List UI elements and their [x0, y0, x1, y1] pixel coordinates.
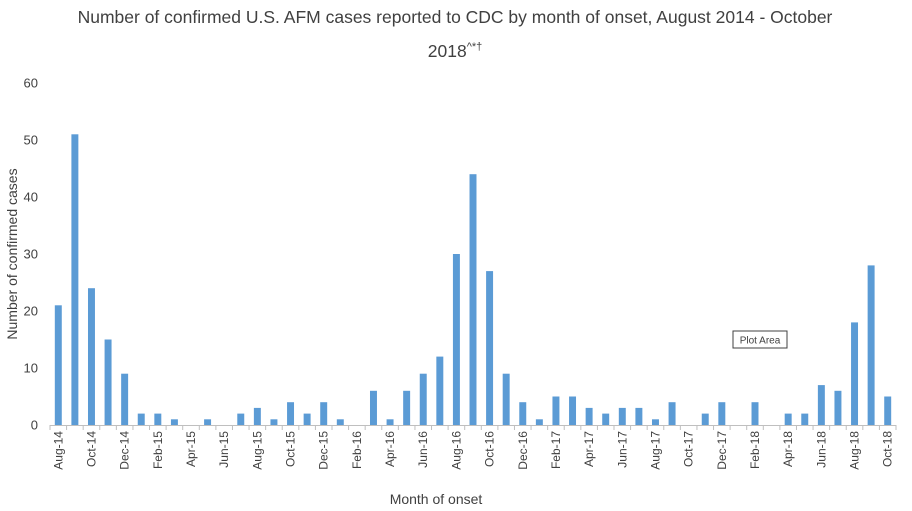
bar: [552, 396, 560, 425]
chart-title-footnote-marks: ^*†: [466, 41, 483, 53]
bar: [419, 373, 427, 425]
bar: [170, 419, 178, 425]
plot-area-tooltip: Plot Area: [732, 330, 788, 349]
x-tick-label: Aug-17: [648, 431, 662, 470]
y-tick-label: 0: [31, 418, 38, 433]
chart-title-line1: Number of confirmed U.S. AFM cases repor…: [77, 7, 833, 27]
x-tick-label: Aug-16: [449, 431, 463, 470]
bar: [270, 419, 278, 425]
bar: [502, 373, 510, 425]
y-tick-label: 30: [24, 247, 38, 262]
y-tick-label: 10: [24, 361, 38, 376]
bar: [834, 390, 842, 425]
x-tick-label: Feb-18: [748, 431, 762, 469]
x-tick-label: Oct-17: [682, 431, 696, 467]
y-axis-label: Number of confirmed cases: [4, 168, 20, 339]
x-tick-label: Dec-17: [715, 431, 729, 470]
bar: [535, 419, 543, 425]
x-tick-label: Dec-15: [317, 431, 331, 470]
x-tick-label: Jun-17: [615, 431, 629, 468]
bar: [204, 419, 212, 425]
bar: [121, 373, 129, 425]
bar: [469, 174, 477, 425]
bar: [751, 402, 759, 425]
y-tick-label: 50: [24, 133, 38, 148]
bar: [519, 402, 527, 425]
x-tick-label: Jun-16: [416, 431, 430, 468]
x-tick-label: Oct-14: [84, 431, 98, 467]
x-tick-label: Feb-15: [151, 431, 165, 469]
bar: [154, 413, 162, 425]
x-tick-label: Apr-16: [383, 431, 397, 467]
y-tick-label: 20: [24, 304, 38, 319]
bar: [71, 134, 79, 426]
bar: [618, 407, 626, 425]
x-tick-label: Jun-18: [814, 431, 828, 468]
bar: [784, 413, 792, 425]
x-tick-label: Apr-17: [582, 431, 596, 467]
bar: [452, 254, 460, 425]
x-tick-label: Jun-15: [217, 431, 231, 468]
bar: [651, 419, 659, 425]
bar: [237, 413, 245, 425]
x-tick-label: Feb-16: [350, 431, 364, 469]
bar: [369, 390, 377, 425]
x-tick-label: Feb-17: [549, 431, 563, 469]
x-tick-label: Dec-14: [118, 431, 132, 470]
bar: [851, 322, 859, 425]
bar: [436, 356, 444, 425]
bar: [602, 413, 610, 425]
x-tick-label: Aug-15: [250, 431, 264, 470]
bar: [336, 419, 344, 425]
bar: [320, 402, 328, 425]
bar: [253, 407, 261, 425]
bar: [884, 396, 892, 425]
x-tick-label: Oct-15: [284, 431, 298, 467]
x-tick-label: Oct-18: [881, 431, 895, 467]
bar: [54, 305, 62, 425]
bar: [867, 265, 875, 425]
x-tick-label: Oct-16: [483, 431, 497, 467]
x-tick-label: Apr-15: [184, 431, 198, 467]
bar: [585, 407, 593, 425]
plot-area: 0 10 20 30 40 50 60 Aug-14 Oct-14 Dec-14 Feb-15 Apr…: [24, 76, 897, 470]
bar: [303, 413, 311, 425]
bar: [386, 419, 394, 425]
bar: [104, 339, 112, 425]
bar: [486, 271, 494, 425]
chart-title: Number of confirmed U.S. AFM cases repor…: [60, 2, 850, 66]
bar: [817, 385, 825, 425]
x-axis-label: Month of onset: [390, 491, 483, 507]
y-tick-label: 60: [24, 76, 38, 91]
bar: [137, 413, 145, 425]
bar: [87, 288, 95, 425]
bar: [635, 407, 643, 425]
bar: [718, 402, 726, 425]
y-tick-label: 40: [24, 190, 38, 205]
chart-title-line2: 2018: [427, 41, 467, 61]
plot-area-tooltip-text: Plot Area: [740, 336, 781, 347]
bar: [287, 402, 295, 425]
bar: [701, 413, 709, 425]
bar: [403, 390, 411, 425]
bar: [569, 396, 577, 425]
bar: [668, 402, 676, 425]
bar: [801, 413, 809, 425]
x-tick-label: Aug-18: [848, 431, 862, 470]
x-tick-label: Aug-14: [51, 431, 65, 470]
x-tick-label: Dec-16: [516, 431, 530, 470]
x-tick-label: Apr-18: [781, 431, 795, 467]
